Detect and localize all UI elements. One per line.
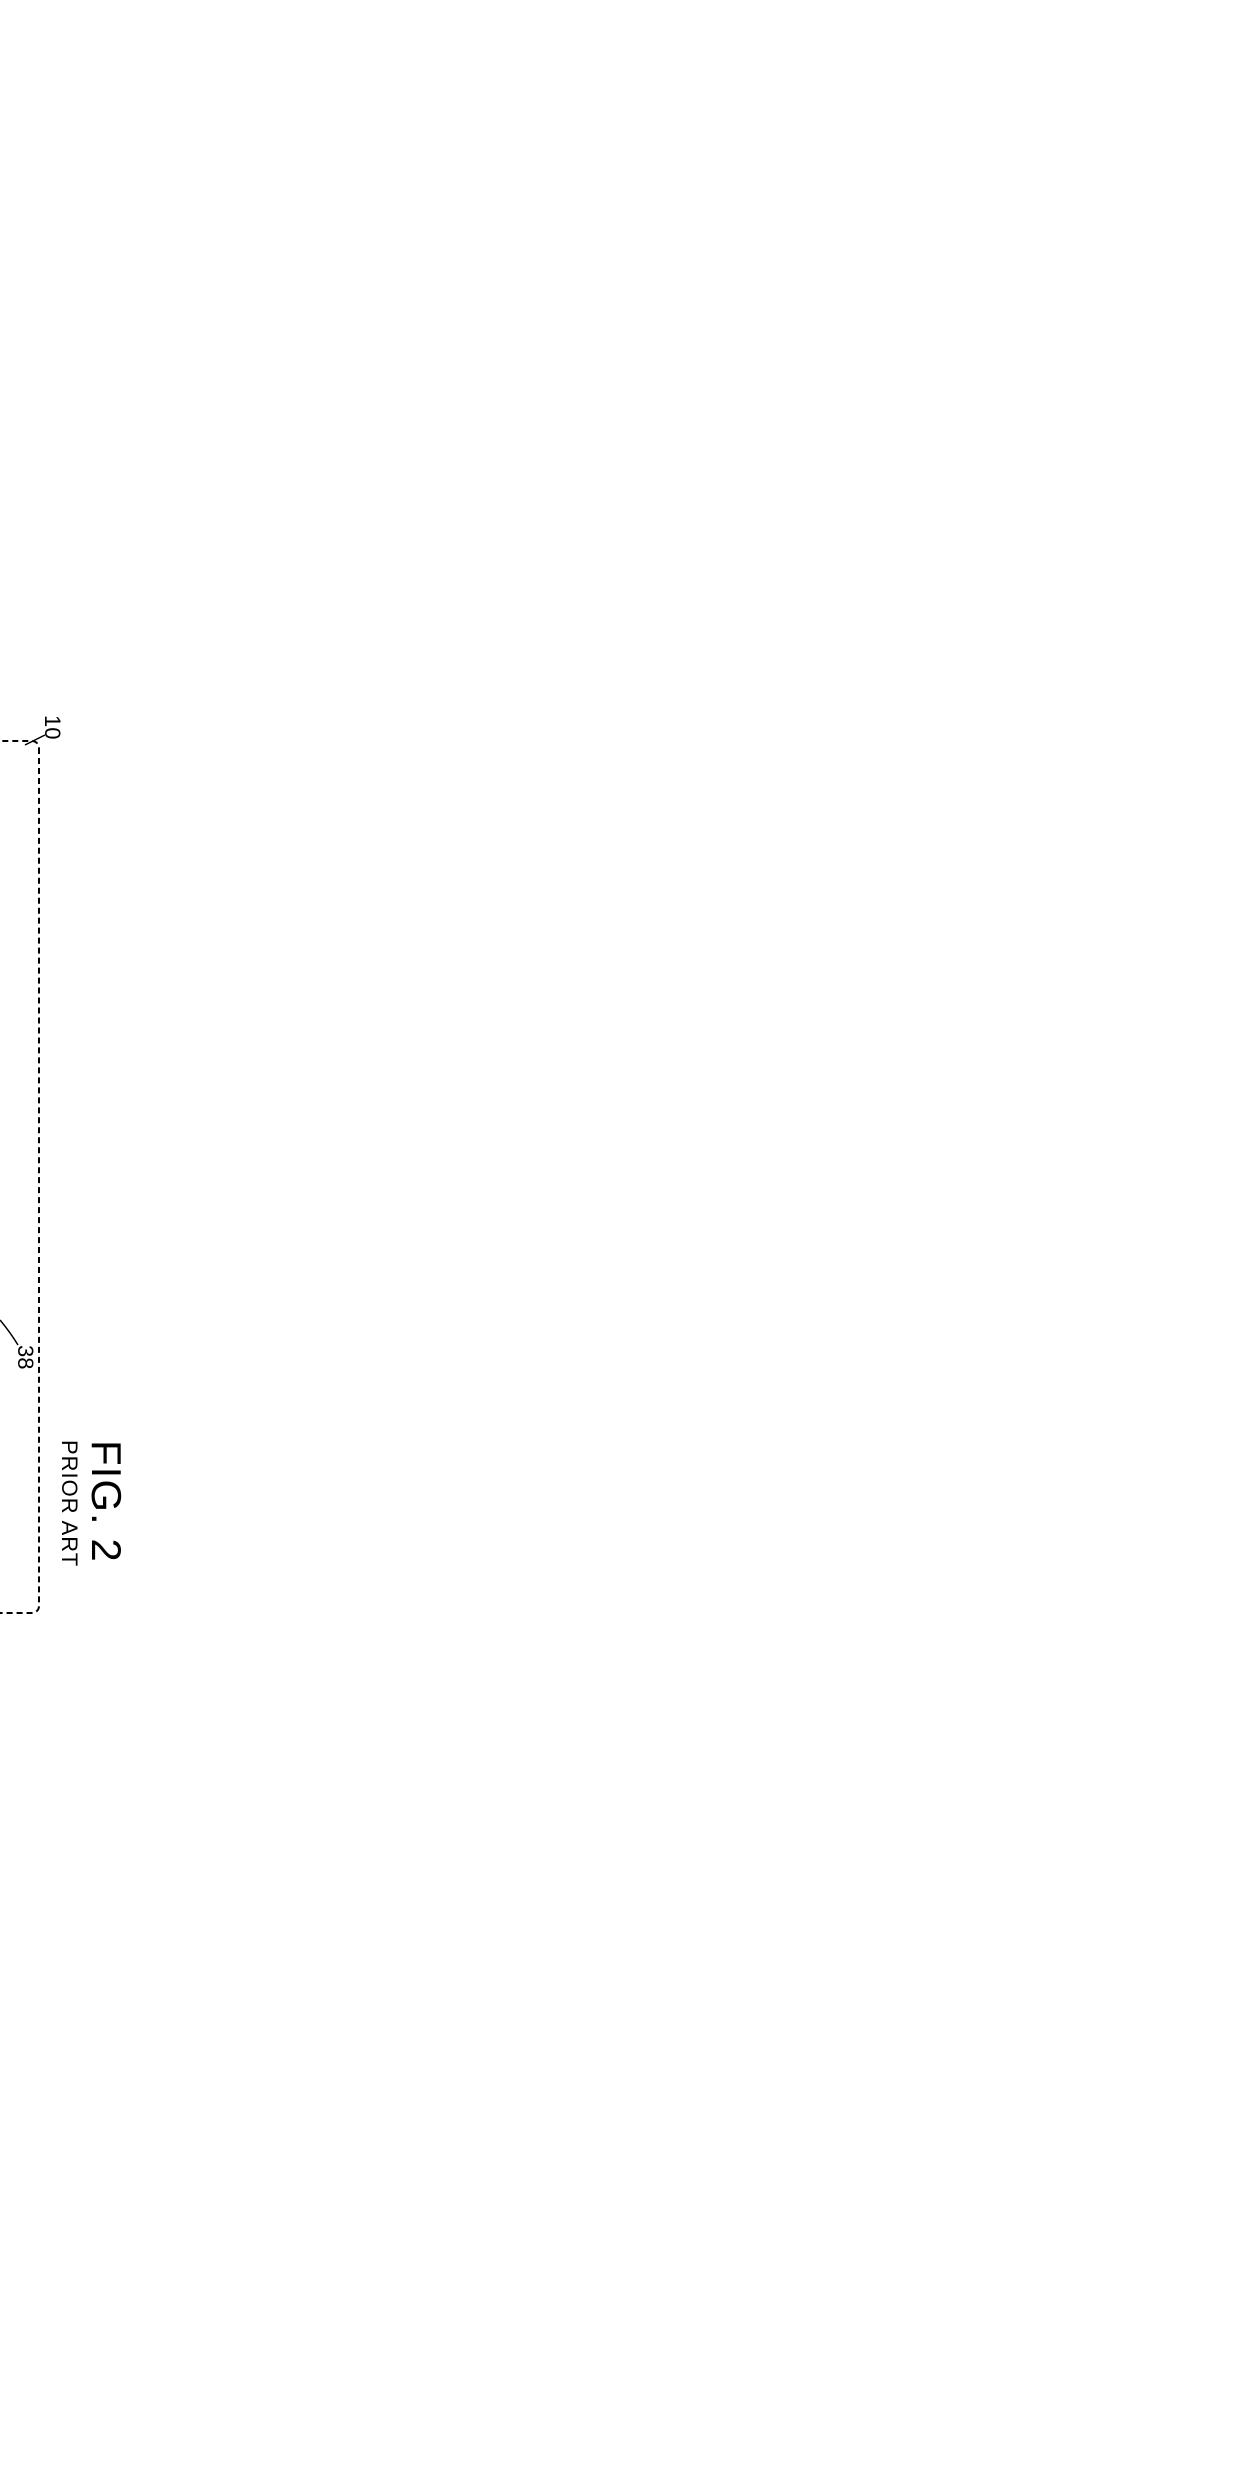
ref-rw: 38 — [12, 1345, 38, 1369]
figure-rotated-wrap: FIG. 2 PRIOR ART 10 — [0, 720, 70, 1820]
page-canvas: FIG. 2 PRIOR ART 10 — [20, 20, 1247, 2470]
diagram-svg — [0, 720, 70, 1820]
figure-number: FIG. 2 — [82, 1440, 130, 1567]
